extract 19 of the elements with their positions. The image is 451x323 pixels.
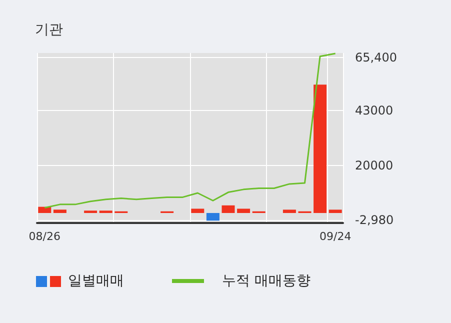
bar <box>53 210 66 213</box>
bar <box>206 213 220 221</box>
x-tick-label: 08/26 <box>28 230 60 243</box>
bar <box>222 205 235 213</box>
bar <box>328 210 342 213</box>
bar <box>282 210 296 213</box>
y-tick-label: 65,400 <box>355 50 397 64</box>
y-tick-label: 43000 <box>355 104 394 118</box>
legend-label: 일별매매 <box>68 272 124 290</box>
y-tick-label: -2,980 <box>355 213 394 228</box>
bar <box>38 206 52 213</box>
x-tick-label: 09/24 <box>320 230 352 243</box>
bar <box>314 84 327 213</box>
legend-label: 누적 매매동향 <box>222 272 310 290</box>
line-series <box>44 52 336 209</box>
bar <box>191 208 204 213</box>
chart-title: 기관 <box>35 22 63 38</box>
y-tick-label: 20000 <box>355 158 394 172</box>
bar <box>237 208 250 213</box>
